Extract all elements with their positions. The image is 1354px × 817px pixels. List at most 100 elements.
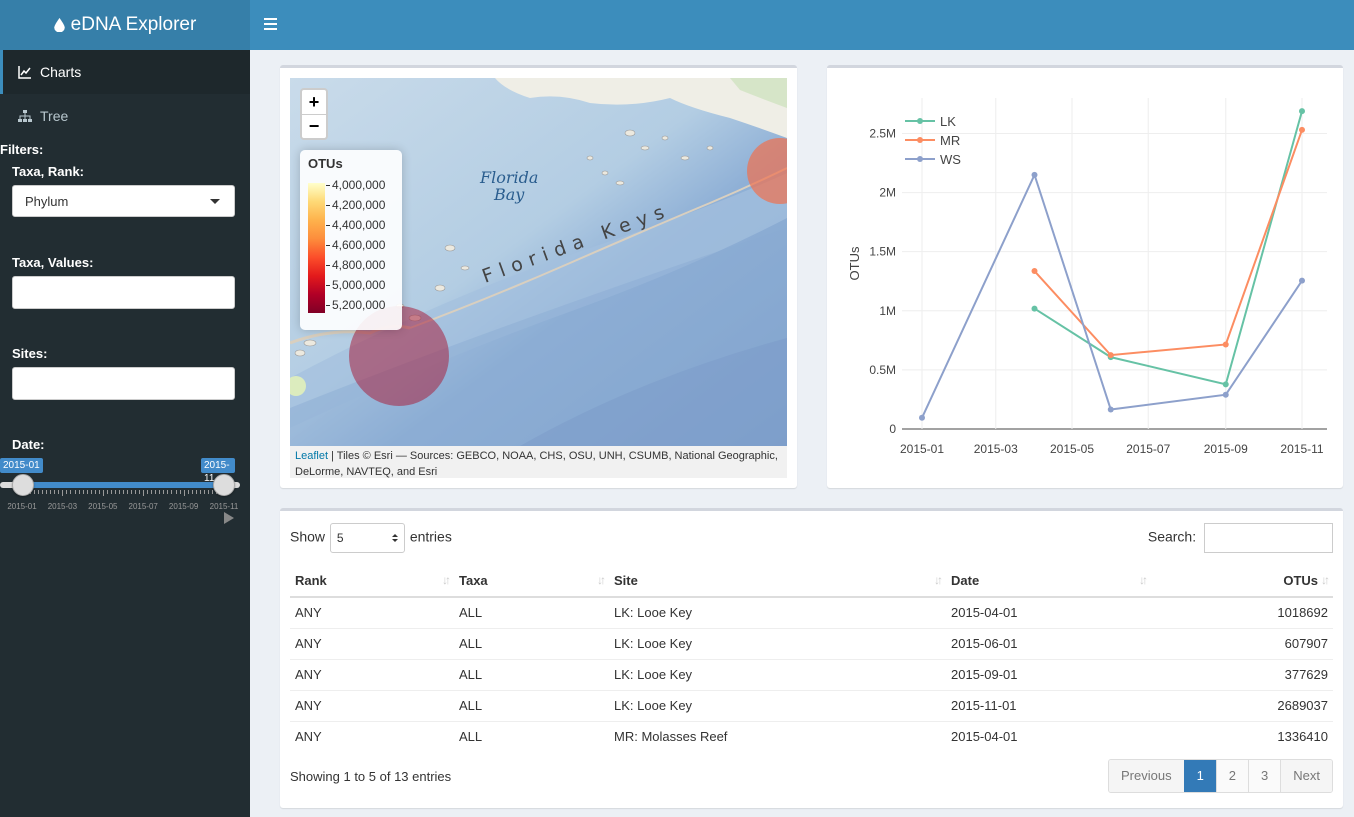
- y-axis-label: OTUs: [847, 246, 862, 280]
- data-point-mr[interactable]: [1031, 268, 1038, 275]
- otu-marker-west[interactable]: [290, 376, 306, 396]
- sort-icon[interactable]: ↓↑: [597, 573, 606, 587]
- legend-label-lk[interactable]: LK: [940, 114, 956, 129]
- search-control: Search:: [1148, 523, 1333, 553]
- legend-marker-ws: [917, 156, 923, 162]
- map-panel: Florida Bay Florida Keys + − OTUs 4,000,…: [280, 65, 797, 488]
- x-tick-label: 2015-01: [900, 442, 944, 456]
- data-point-ws[interactable]: [1107, 406, 1114, 413]
- data-point-mr[interactable]: [1299, 126, 1305, 133]
- sort-icon[interactable]: ↓↑: [934, 573, 943, 587]
- slider-tick: [207, 490, 209, 494]
- table-cell-rank: ANY: [290, 689, 454, 721]
- sidebar-toggle-icon[interactable]: [264, 17, 277, 31]
- data-point-ws[interactable]: [1299, 277, 1305, 284]
- page-2-button[interactable]: 2: [1215, 760, 1249, 792]
- table-cell-site: LK: Looe Key: [609, 689, 946, 721]
- sort-icon[interactable]: ↓↑: [442, 573, 451, 587]
- data-point-ws[interactable]: [1222, 391, 1229, 398]
- page-1-button[interactable]: 1: [1183, 760, 1216, 792]
- leaflet-link[interactable]: Leaflet: [295, 450, 329, 462]
- table-cell-site: LK: Looe Key: [609, 627, 946, 659]
- sort-icon[interactable]: ↓↑: [1139, 573, 1148, 587]
- page-length-value: 5: [336, 531, 344, 545]
- x-tick-label: 2015-07: [1126, 442, 1170, 456]
- data-point-ws[interactable]: [1031, 171, 1038, 178]
- column-header-site[interactable]: Site ↓↑: [609, 565, 946, 598]
- slider-from-tag: 2015-01: [0, 458, 43, 473]
- search-input[interactable]: [1204, 523, 1333, 553]
- slider-to-handle[interactable]: [213, 474, 235, 496]
- taxa-values-input[interactable]: [12, 276, 235, 309]
- tint-icon: [53, 18, 65, 32]
- table-header-row: Rank ↓↑ Taxa ↓↑ Site ↓↑ Date ↓↑ OTUs ↓↑: [290, 565, 1333, 598]
- table-row[interactable]: ANY ALL MR: Molasses Reef 2015-04-01 1336410: [290, 720, 1333, 752]
- table-cell-taxa: ALL: [454, 627, 609, 659]
- column-header-taxa[interactable]: Taxa ↓↑: [454, 565, 609, 598]
- table-cell-date: 2015-06-01: [946, 627, 1151, 659]
- sidebar-item-charts[interactable]: Charts: [0, 50, 250, 94]
- slider-tick: [34, 490, 36, 494]
- taxa-values-label: Taxa, Values:: [12, 255, 94, 270]
- zoom-in-button[interactable]: +: [308, 91, 320, 112]
- data-point-mr[interactable]: [1107, 352, 1114, 359]
- table-cell-site: MR: Molasses Reef: [609, 720, 946, 752]
- data-point-lk[interactable]: [1222, 381, 1229, 388]
- otu-line-chart[interactable]: 0 0.5M 1M 1.5M 2M 2.5M 2015-01 2015-03 2015-05 20…: [827, 68, 1343, 488]
- data-point-lk[interactable]: [1031, 305, 1038, 312]
- slider-tick: [147, 490, 149, 494]
- page-length-select[interactable]: 5: [329, 523, 405, 553]
- map-label-bay-line1: Florida: [479, 168, 538, 187]
- sidebar-item-label: Tree: [40, 108, 69, 124]
- table-cell-taxa: ALL: [454, 658, 609, 690]
- table-row[interactable]: ANY ALL LK: Looe Key 2015-09-01 377629: [290, 658, 1333, 690]
- legend-marker-mr: [917, 137, 923, 143]
- sidebar: Charts Tree Filters: Taxa, Rank: Phylum …: [0, 50, 250, 817]
- slider-ticks: [22, 490, 225, 496]
- column-header-rank[interactable]: Rank ↓↑: [290, 565, 454, 598]
- sidebar-item-tree[interactable]: Tree: [0, 94, 250, 138]
- legend-title: OTUs: [308, 156, 343, 171]
- slider-from-handle[interactable]: [12, 474, 34, 496]
- column-header-date[interactable]: Date ↓↑: [946, 565, 1151, 598]
- date-label: Date:: [12, 437, 45, 452]
- show-label: Show: [290, 528, 326, 545]
- slider-tick: [118, 490, 120, 494]
- zoom-out-button[interactable]: −: [302, 114, 326, 138]
- data-point-mr[interactable]: [1222, 341, 1229, 348]
- legend-labels: 4,000,000 4,200,000 4,400,000 4,600,000 …: [326, 178, 385, 318]
- sites-input[interactable]: [12, 367, 235, 400]
- series-line-lk[interactable]: [1033, 110, 1303, 386]
- taxa-rank-value: Phylum: [25, 193, 69, 209]
- previous-button[interactable]: Previous: [1108, 760, 1184, 792]
- table-cell-otus: 377629: [1151, 658, 1333, 690]
- play-icon[interactable]: [224, 512, 234, 524]
- date-range-slider[interactable]: 2015-01 2015-11 2015-01 2015-03 2015-05 201…: [0, 458, 240, 528]
- slider-to-tag: 2015-11: [201, 458, 235, 484]
- table-row[interactable]: ANY ALL LK: Looe Key 2015-06-01 607907: [290, 627, 1333, 659]
- slider-tick-label: 2015-03: [47, 502, 78, 511]
- slider-tick: [127, 490, 129, 494]
- series-line-mr[interactable]: [1033, 129, 1303, 357]
- sort-icon[interactable]: ↓↑: [1321, 573, 1330, 587]
- table-row[interactable]: ANY ALL LK: Looe Key 2015-04-01 1018692: [290, 596, 1333, 628]
- taxa-rank-select[interactable]: Phylum: [12, 185, 235, 217]
- slider-tick: [171, 490, 173, 494]
- series-line-ws[interactable]: [921, 172, 1303, 419]
- map[interactable]: Florida Bay Florida Keys + − OTUs 4,000,…: [290, 78, 787, 446]
- column-header-label: Rank: [295, 573, 327, 588]
- data-point-ws[interactable]: [919, 414, 925, 421]
- legend-label-mr[interactable]: MR: [940, 133, 960, 148]
- legend-label-ws[interactable]: WS: [940, 152, 961, 167]
- table-cell-date: 2015-09-01: [946, 658, 1151, 690]
- slider-tick: [94, 490, 96, 494]
- legend-color-ramp: [308, 183, 325, 313]
- table-cell-date: 2015-11-01: [946, 689, 1151, 721]
- slider-tick: [163, 490, 165, 494]
- app-logo[interactable]: eDNA Explorer: [0, 0, 250, 50]
- next-button[interactable]: Next: [1280, 760, 1332, 792]
- table-row[interactable]: ANY ALL LK: Looe Key 2015-11-01 2689037: [290, 689, 1333, 721]
- page-3-button[interactable]: 3: [1248, 760, 1281, 792]
- data-point-lk[interactable]: [1299, 108, 1305, 115]
- column-header-otus[interactable]: OTUs ↓↑: [1151, 565, 1333, 598]
